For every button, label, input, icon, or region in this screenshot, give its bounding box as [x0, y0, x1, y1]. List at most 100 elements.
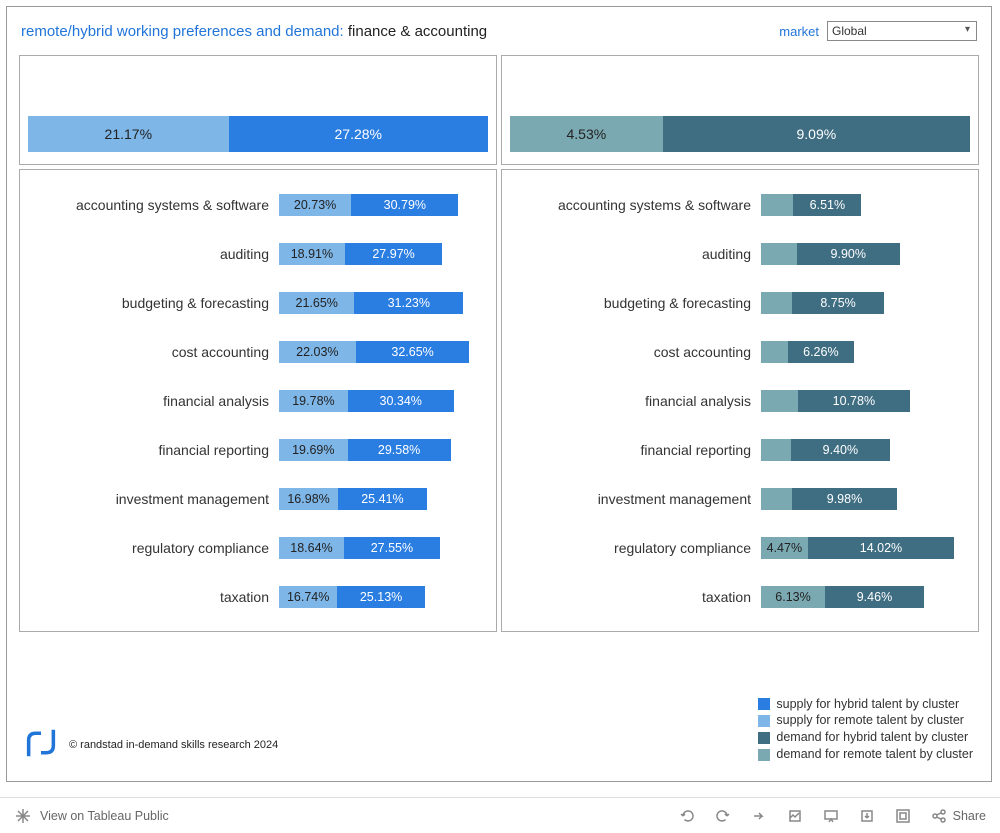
supply-summary-remote-seg: 21.17%	[28, 116, 229, 152]
undo-icon[interactable]	[678, 807, 696, 825]
row-label: financial analysis	[28, 393, 273, 409]
panel-demand-rows: accounting systems & software6.51%auditi…	[501, 169, 979, 632]
toolbar-left: View on Tableau Public	[14, 807, 169, 825]
chart-row: auditing9.90%	[510, 229, 970, 278]
view-on-tableau-link[interactable]: View on Tableau Public	[40, 809, 169, 823]
row-label: cost accounting	[28, 344, 273, 360]
demand-summary-hybrid-seg: 9.09%	[663, 116, 970, 152]
row-label: financial analysis	[510, 393, 755, 409]
chart-row: taxation6.13%9.46%	[510, 572, 970, 621]
row-label: financial reporting	[510, 442, 755, 458]
row-bar: 4.47%14.02%	[761, 537, 970, 559]
legend-swatch	[758, 698, 770, 710]
row-bar: 8.75%	[761, 292, 970, 314]
legend-text: demand for remote talent by cluster	[776, 746, 973, 763]
market-filter: market Global	[779, 21, 977, 41]
title-suffix: finance & accounting	[348, 23, 487, 40]
row-label: accounting systems & software	[510, 197, 755, 213]
row-hybrid-seg: 30.79%	[351, 194, 458, 216]
row-hybrid-seg: 9.40%	[791, 439, 889, 461]
refresh-icon[interactable]	[786, 807, 804, 825]
chart-row: auditing 18.91%27.97%	[28, 229, 488, 278]
chart-row: budgeting & forecasting8.75%	[510, 278, 970, 327]
row-label: auditing	[28, 246, 273, 262]
market-label: market	[779, 24, 819, 39]
chart-row: budgeting & forecasting21.65%31.23%	[28, 278, 488, 327]
row-remote-seg	[761, 488, 792, 510]
row-remote-seg: 6.13%	[761, 586, 825, 608]
fullscreen-icon[interactable]	[894, 807, 912, 825]
title-prefix: remote/hybrid working preferences and de…	[21, 23, 344, 40]
row-hybrid-seg: 8.75%	[792, 292, 883, 314]
chart-row: investment management16.98%25.41%	[28, 474, 488, 523]
presentation-icon[interactable]	[822, 807, 840, 825]
row-label: regulatory compliance	[510, 540, 755, 556]
row-hybrid-seg: 9.90%	[797, 243, 900, 265]
chart-row: investment management9.98%	[510, 474, 970, 523]
panel-demand-summary: 4.53%9.09%	[501, 55, 979, 165]
redo-icon[interactable]	[714, 807, 732, 825]
tableau-logo-icon[interactable]	[14, 807, 32, 825]
row-remote-seg	[761, 292, 792, 314]
download-icon[interactable]	[858, 807, 876, 825]
chart-row: accounting systems & software6.51%	[510, 180, 970, 229]
randstad-logo-icon	[23, 728, 59, 761]
row-hybrid-seg: 31.23%	[354, 292, 463, 314]
legend-item: supply for hybrid talent by cluster	[758, 696, 973, 713]
toolbar-right: Share	[678, 807, 986, 825]
chart-row: financial analysis 19.78%30.34%	[28, 376, 488, 425]
panel-supply-summary: 21.17%27.28%	[19, 55, 497, 165]
row-remote-seg	[761, 243, 797, 265]
legend: supply for hybrid talent by clustersuppl…	[758, 696, 973, 764]
row-remote-seg: 16.98%	[279, 488, 338, 510]
row-hybrid-seg: 6.26%	[788, 341, 853, 363]
revert-icon[interactable]	[750, 807, 768, 825]
row-remote-seg: 22.03%	[279, 341, 356, 363]
row-bar: 18.91%27.97%	[279, 243, 488, 265]
row-label: taxation	[510, 589, 755, 605]
row-bar: 6.26%	[761, 341, 970, 363]
chart-row: regulatory compliance18.64%27.55%	[28, 523, 488, 572]
chart-row: cost accounting 6.26%	[510, 327, 970, 376]
row-label: cost accounting	[510, 344, 755, 360]
row-bar: 21.65%31.23%	[279, 292, 488, 314]
row-remote-seg: 21.65%	[279, 292, 354, 314]
legend-item: demand for remote talent by cluster	[758, 746, 973, 763]
chart-row: taxation16.74%25.13%	[28, 572, 488, 621]
chart-row: cost accounting 22.03%32.65%	[28, 327, 488, 376]
chart-row: accounting systems & software20.73%30.79…	[28, 180, 488, 229]
row-remote-seg: 16.74%	[279, 586, 337, 608]
row-label: investment management	[510, 491, 755, 507]
row-bar: 20.73%30.79%	[279, 194, 488, 216]
row-remote-seg: 4.47%	[761, 537, 808, 559]
row-bar: 9.90%	[761, 243, 970, 265]
supply-summary-bar: 21.17%27.28%	[28, 116, 488, 152]
page-title: remote/hybrid working preferences and de…	[21, 23, 487, 40]
row-label: investment management	[28, 491, 273, 507]
row-hybrid-seg: 10.78%	[798, 390, 911, 412]
share-label: Share	[953, 809, 986, 823]
chart-row: financial reporting 9.40%	[510, 425, 970, 474]
market-select[interactable]: Global	[827, 21, 977, 41]
legend-swatch	[758, 732, 770, 744]
share-button[interactable]: Share	[930, 807, 986, 825]
market-select-value: Global	[832, 24, 867, 38]
row-remote-seg	[761, 439, 791, 461]
row-remote-seg	[761, 390, 798, 412]
row-bar: 19.69%29.58%	[279, 439, 488, 461]
credit-text: © randstad in-demand skills research 202…	[69, 739, 278, 751]
row-hybrid-seg: 29.58%	[348, 439, 451, 461]
row-bar: 22.03%32.65%	[279, 341, 488, 363]
row-remote-seg	[761, 194, 793, 216]
chart-row: regulatory compliance 4.47%14.02%	[510, 523, 970, 572]
dashboard-frame: remote/hybrid working preferences and de…	[6, 6, 992, 782]
row-hybrid-seg: 32.65%	[356, 341, 470, 363]
row-bar: 19.78%30.34%	[279, 390, 488, 412]
demand-summary-bar: 4.53%9.09%	[510, 116, 970, 152]
legend-item: demand for hybrid talent by cluster	[758, 729, 973, 746]
row-hybrid-seg: 14.02%	[808, 537, 955, 559]
row-label: financial reporting	[28, 442, 273, 458]
tableau-toolbar: View on Tableau Public Share	[0, 797, 1000, 833]
row-label: regulatory compliance	[28, 540, 273, 556]
row-hybrid-seg: 27.97%	[345, 243, 442, 265]
